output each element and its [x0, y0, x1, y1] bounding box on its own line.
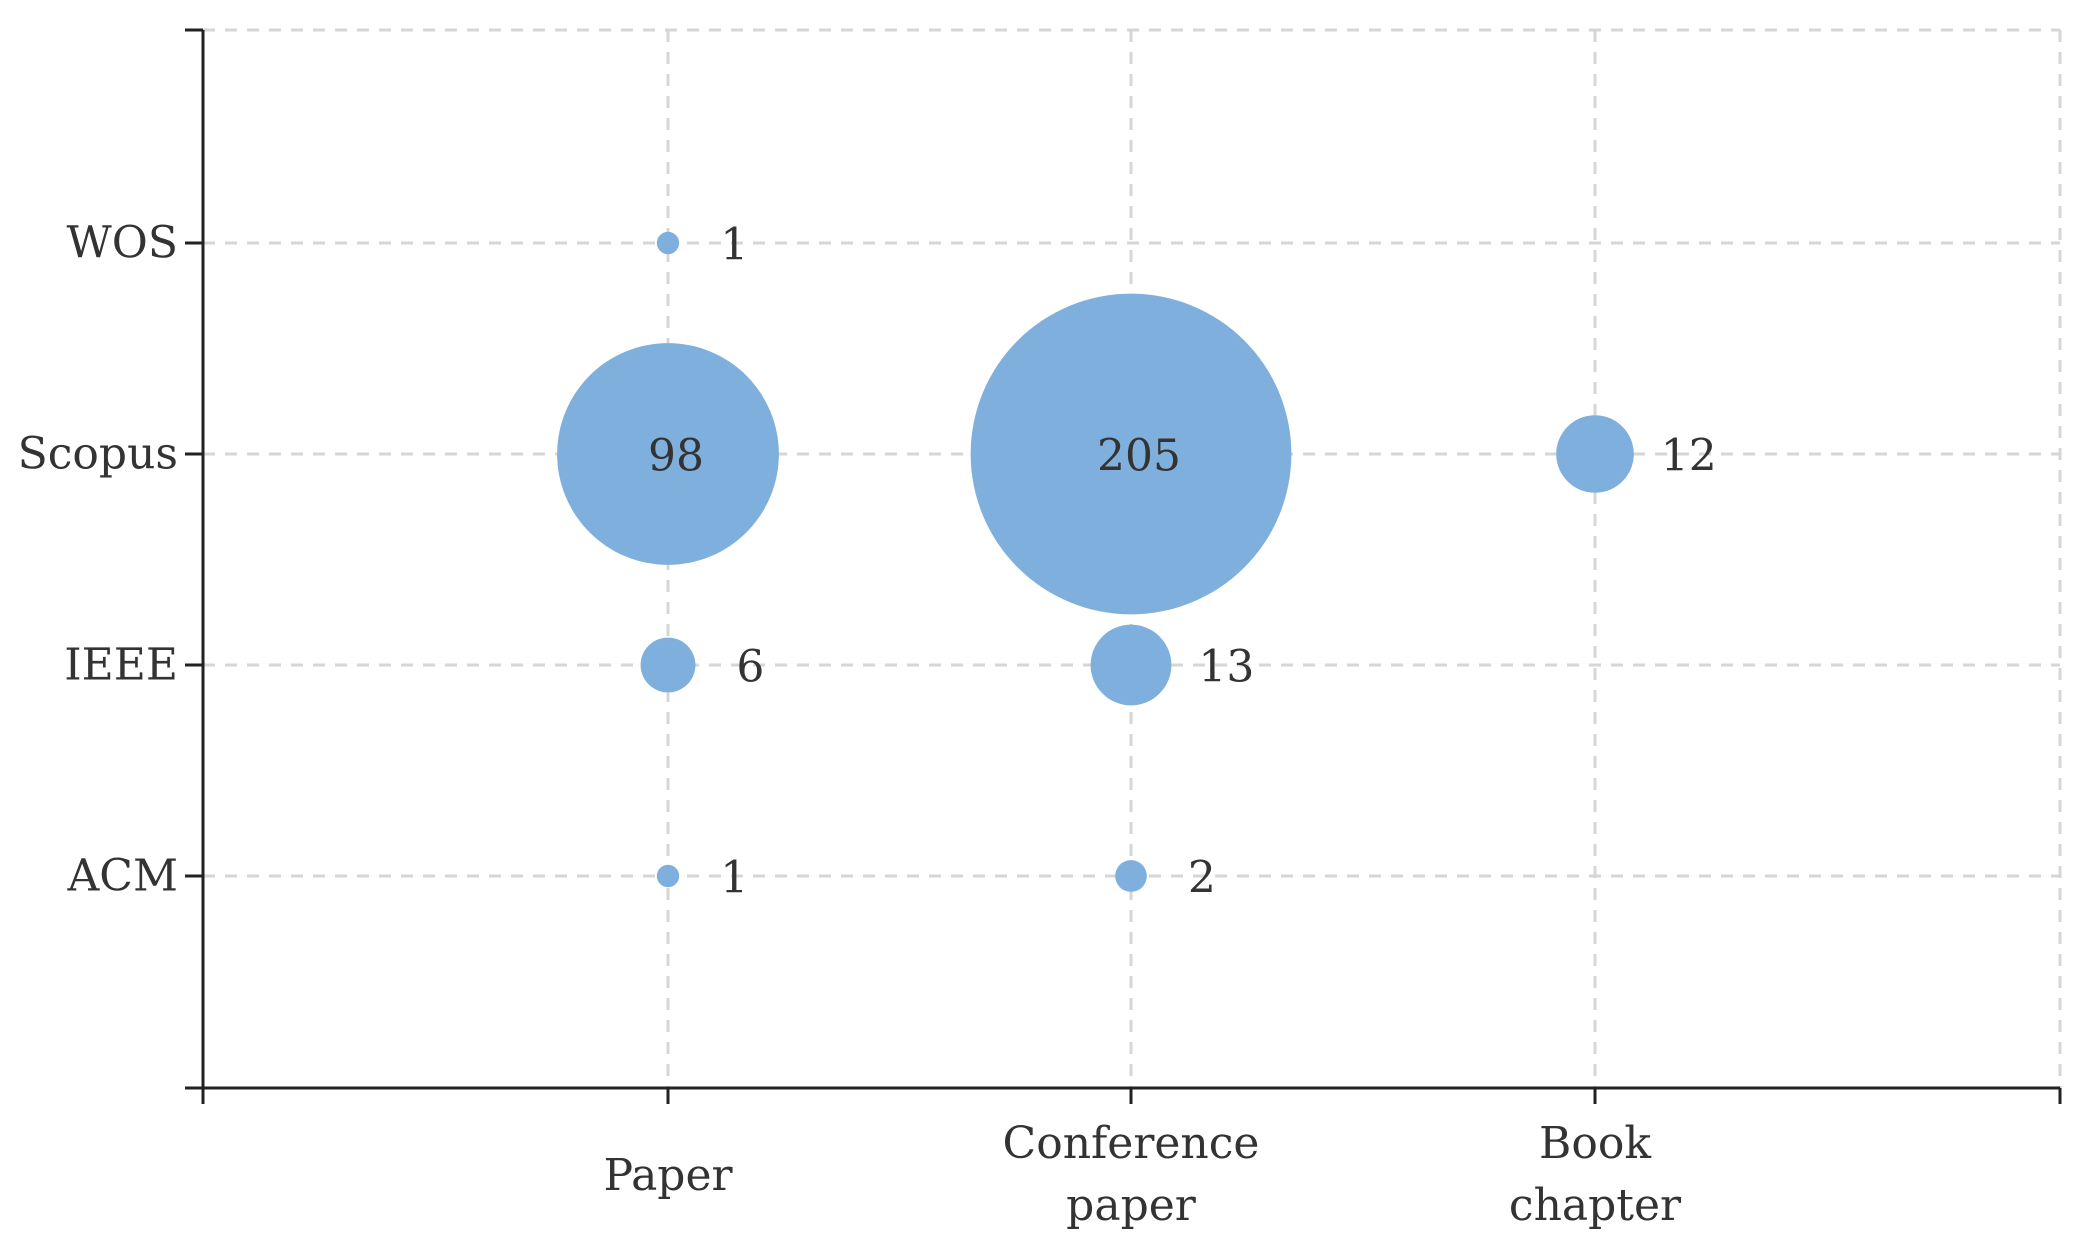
y-tick-label: IEEE	[64, 640, 178, 691]
y-tick-label: ACM	[67, 851, 179, 902]
bubble	[1090, 624, 1172, 706]
bubble	[640, 637, 696, 693]
bubble-value-label: 205	[1097, 431, 1181, 482]
x-axis-tick-labels: Paper Conference paper Book chapter	[603, 1118, 1682, 1231]
y-tick-label: Scopus	[18, 429, 178, 480]
bubble	[1556, 415, 1634, 493]
bubble	[656, 864, 680, 888]
bubble-value-label: 13	[1198, 642, 1254, 693]
bubble-value-label: 98	[648, 431, 704, 482]
bubble-labels: 1 98 6 1 205 13 2 12	[648, 220, 1717, 904]
axes	[185, 28, 2062, 1104]
y-axis-tick-labels: WOS Scopus IEEE ACM	[18, 218, 178, 902]
bubble-value-label: 1	[720, 853, 748, 904]
x-tick-label: Paper	[603, 1150, 733, 1201]
bubble-value-label: 12	[1661, 431, 1717, 482]
y-tick-label: WOS	[67, 218, 178, 269]
bubble-value-label: 6	[736, 642, 764, 693]
bubble	[656, 231, 680, 255]
x-tick-label: Book chapter	[1509, 1118, 1682, 1231]
bubble	[970, 293, 1292, 615]
bubble	[557, 343, 779, 565]
bubble-value-label: 2	[1188, 853, 1216, 904]
bubble-value-label: 1	[720, 220, 748, 271]
bubbles	[557, 231, 1634, 892]
bubble	[1115, 860, 1147, 892]
x-tick-label: Conference paper	[1003, 1118, 1260, 1231]
